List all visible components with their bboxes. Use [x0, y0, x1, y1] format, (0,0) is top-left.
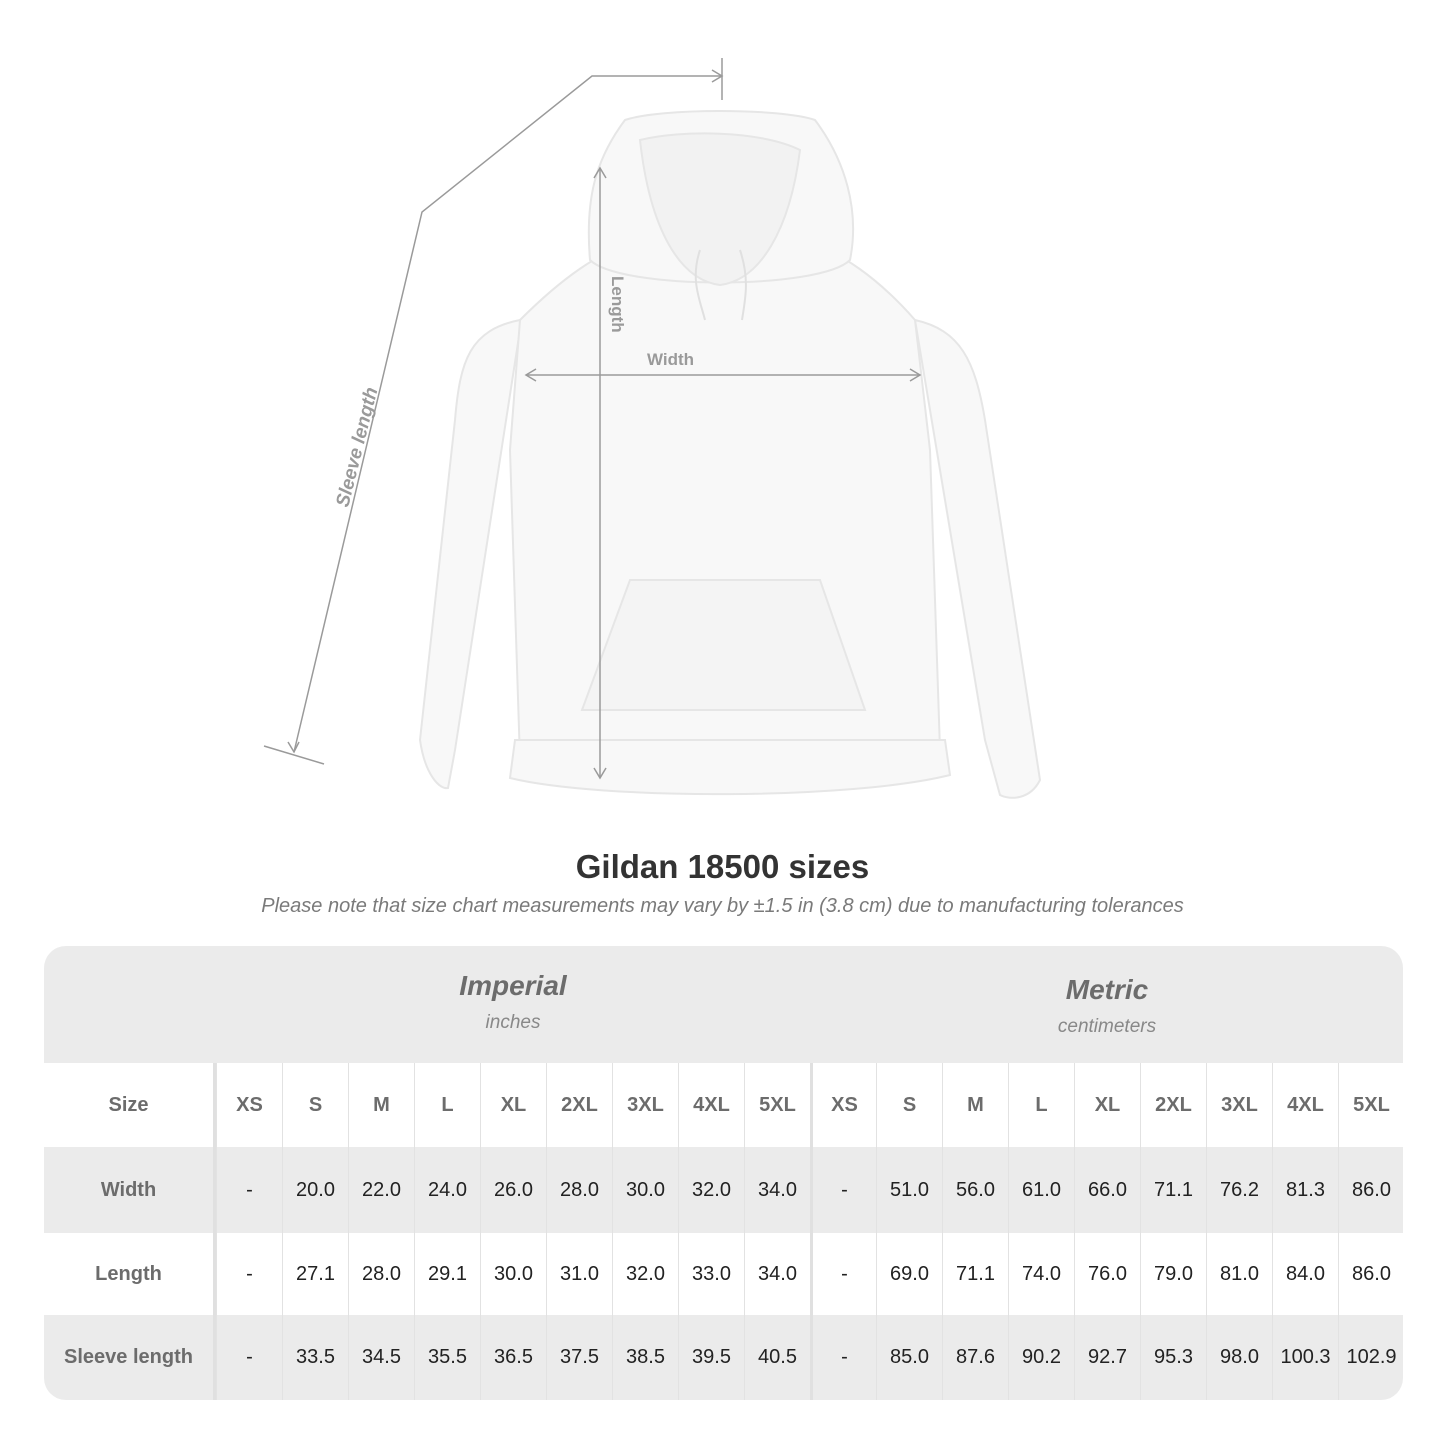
imperial-unit: inches	[485, 1012, 541, 1033]
hoodie-diagram: Sleeve length Length Width	[263, 58, 1042, 799]
imperial-size-header: 2XL	[546, 1063, 612, 1147]
metric-value-cell: 66.0	[1074, 1147, 1140, 1233]
imperial-header: Imperial inches	[216, 970, 810, 1034]
imperial-size-header: 5XL	[744, 1063, 810, 1147]
metric-value-cell: 85.0	[876, 1315, 942, 1400]
metric-value-cell: 81.0	[1206, 1233, 1272, 1315]
metric-unit: centimeters	[1057, 1016, 1157, 1037]
metric-value-cell: -	[810, 1147, 876, 1233]
tolerance-note: Please note that size chart measurements…	[261, 895, 1184, 917]
metric-header: Metric centimeters	[810, 974, 1403, 1038]
row-label: Length	[44, 1233, 216, 1315]
imperial-value-cell: -	[216, 1315, 282, 1400]
imperial-value-cell: 28.0	[546, 1147, 612, 1233]
metric-value-cell: 76.2	[1206, 1147, 1272, 1233]
imperial-value-cell: 34.5	[348, 1315, 414, 1400]
imperial-size-header: XL	[480, 1063, 546, 1147]
metric-value-cell: 76.0	[1074, 1233, 1140, 1315]
hoodie-image	[418, 110, 1042, 799]
metric-size-header: S	[876, 1063, 942, 1147]
metric-value-cell: 98.0	[1206, 1315, 1272, 1400]
metric-value-cell: 87.6	[942, 1315, 1008, 1400]
metric-value-cell: 84.0	[1272, 1233, 1338, 1315]
metric-value-cell: 51.0	[876, 1147, 942, 1233]
metric-value-cell: 102.9	[1338, 1315, 1403, 1400]
metric-size-header: 4XL	[1272, 1063, 1338, 1147]
metric-value-cell: 69.0	[876, 1233, 942, 1315]
imperial-value-cell: 37.5	[546, 1315, 612, 1400]
metric-value-cell: 61.0	[1008, 1147, 1074, 1233]
metric-value-cell: -	[810, 1315, 876, 1400]
imperial-value-cell: 24.0	[414, 1147, 480, 1233]
imperial-value-cell: 31.0	[546, 1233, 612, 1315]
metric-value-cell: 81.3	[1272, 1147, 1338, 1233]
imperial-value-cell: 27.1	[282, 1233, 348, 1315]
imperial-size-header: S	[282, 1063, 348, 1147]
page-title: Gildan 18500 sizes	[575, 848, 870, 885]
imperial-value-cell: 20.0	[282, 1147, 348, 1233]
imperial-value-cell: 40.5	[744, 1315, 810, 1400]
imperial-title: Imperial	[459, 970, 567, 1001]
metric-value-cell: 86.0	[1338, 1233, 1403, 1315]
imperial-value-cell: 38.5	[612, 1315, 678, 1400]
metric-size-header: XS	[810, 1063, 876, 1147]
imperial-value-cell: 30.0	[612, 1147, 678, 1233]
imperial-value-cell: -	[216, 1147, 282, 1233]
imperial-value-cell: 29.1	[414, 1233, 480, 1315]
imperial-value-cell: 28.0	[348, 1233, 414, 1315]
imperial-size-header: 3XL	[612, 1063, 678, 1147]
metric-size-header: 2XL	[1140, 1063, 1206, 1147]
imperial-value-cell: 32.0	[678, 1147, 744, 1233]
metric-value-cell: 100.3	[1272, 1315, 1338, 1400]
size-grid: Size XS S M L XL 2XL 3XL 4XL 5XL XS S M L XL 2XL 3XL 4XL 5…	[44, 1063, 1403, 1400]
metric-size-header: L	[1008, 1063, 1074, 1147]
imperial-value-cell: 34.0	[744, 1147, 810, 1233]
metric-value-cell: -	[810, 1233, 876, 1315]
metric-value-cell: 92.7	[1074, 1315, 1140, 1400]
measurement-lines	[263, 58, 922, 780]
metric-value-cell: 79.0	[1140, 1233, 1206, 1315]
metric-size-header: 5XL	[1338, 1063, 1403, 1147]
metric-value-cell: 56.0	[942, 1147, 1008, 1233]
size-table: Imperial inches Metric centimeters Size X…	[44, 946, 1403, 1400]
imperial-value-cell: 39.5	[678, 1315, 744, 1400]
imperial-size-header: XS	[216, 1063, 282, 1147]
imperial-value-cell: 26.0	[480, 1147, 546, 1233]
imperial-value-cell: -	[216, 1233, 282, 1315]
metric-value-cell: 71.1	[1140, 1147, 1206, 1233]
metric-value-cell: 74.0	[1008, 1233, 1074, 1315]
imperial-value-cell: 33.5	[282, 1315, 348, 1400]
unit-header-band	[44, 946, 1403, 1063]
metric-value-cell: 90.2	[1008, 1315, 1074, 1400]
imperial-value-cell: 30.0	[480, 1233, 546, 1315]
imperial-size-header: M	[348, 1063, 414, 1147]
imperial-value-cell: 35.5	[414, 1315, 480, 1400]
metric-value-cell: 86.0	[1338, 1147, 1403, 1233]
imperial-size-header: L	[414, 1063, 480, 1147]
metric-value-cell: 95.3	[1140, 1315, 1206, 1400]
imperial-size-header: 4XL	[678, 1063, 744, 1147]
row-label: Sleeve length	[44, 1315, 216, 1400]
metric-value-cell: 71.1	[942, 1233, 1008, 1315]
imperial-value-cell: 33.0	[678, 1233, 744, 1315]
metric-title: Metric	[1065, 974, 1149, 1005]
imperial-value-cell: 34.0	[744, 1233, 810, 1315]
imperial-value-cell: 36.5	[480, 1315, 546, 1400]
sleeve-length-label: Sleeve length	[332, 385, 382, 509]
width-label: Width	[647, 350, 694, 369]
metric-size-header: M	[942, 1063, 1008, 1147]
metric-size-header: 3XL	[1206, 1063, 1272, 1147]
imperial-value-cell: 22.0	[348, 1147, 414, 1233]
imperial-value-cell: 32.0	[612, 1233, 678, 1315]
size-header-label: Size	[44, 1063, 216, 1147]
row-label: Width	[44, 1147, 216, 1233]
length-label: Length	[608, 276, 627, 333]
metric-size-header: XL	[1074, 1063, 1140, 1147]
